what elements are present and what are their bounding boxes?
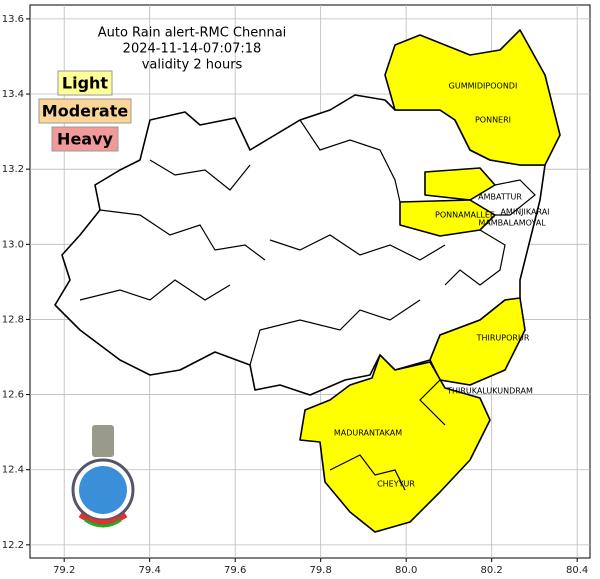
y-tick-label: 12.2: [2, 540, 24, 551]
place-label: GUMMIDIPOONDI: [449, 82, 518, 91]
y-tick-label: 12.6: [2, 390, 24, 401]
x-tick-label: 80.0: [395, 565, 417, 576]
district-borders: [79, 119, 536, 491]
region-ambattur: [424, 167, 496, 201]
legend-label: Moderate: [42, 102, 129, 121]
y-tick-label: 13.4: [2, 89, 24, 100]
x-tick-label: 79.2: [53, 565, 75, 576]
region-gummidipoondi-ponneri: [384, 29, 561, 166]
y-tick-label: 13.6: [2, 14, 24, 25]
x-tick-label: 79.4: [139, 565, 161, 576]
legend-swatch: [57, 70, 113, 96]
place-label: THIRUPORUR: [476, 334, 530, 343]
place-label: MAMBALAMOYAL: [478, 219, 546, 228]
place-labels: GUMMIDIPOONDI PONNERI AMBATTUR PONNAMALL…: [334, 82, 550, 489]
y-tick-label: 12.8: [2, 314, 24, 325]
title-line: Auto Rain alert-RMC Chennai: [98, 26, 287, 41]
districts: [54, 29, 561, 533]
legend-swatch: [38, 98, 132, 124]
legend-swatch: [51, 126, 119, 152]
place-label: PONNERI: [475, 116, 511, 125]
y-tick-label: 12.4: [2, 465, 24, 476]
place-label: CHEYYUR: [377, 480, 415, 489]
place-label: PONNAMALLEE: [435, 211, 495, 220]
legend-label: Heavy: [57, 130, 113, 149]
x-tick-label: 80.2: [481, 565, 503, 576]
place-label: THIRUKALUKUNDRAM: [446, 387, 533, 396]
place-label: MADURANTAKAM: [334, 429, 402, 438]
x-tick-label: 79.8: [310, 565, 332, 576]
place-label: AMBATTUR: [478, 193, 522, 202]
emblem: [71, 425, 135, 528]
legend-label: Light: [62, 74, 109, 93]
place-label: AMINJIKARAI: [500, 208, 549, 217]
title-line: validity 2 hours: [142, 58, 243, 73]
legend: Light Moderate Heavy: [38, 70, 132, 152]
y-tick-label: 13.2: [2, 164, 24, 175]
region-south: [299, 354, 491, 533]
y-tick-label: 13.0: [2, 239, 24, 250]
x-tick-label: 80.4: [566, 565, 588, 576]
title-line: 2024-11-14-07:07:18: [123, 42, 262, 57]
x-tick-label: 79.6: [224, 565, 246, 576]
axis-ticks: 79.2 79.4 79.6 79.8 80.0 80.2 80.4 12.2 12.4 12.6…: [2, 14, 589, 576]
